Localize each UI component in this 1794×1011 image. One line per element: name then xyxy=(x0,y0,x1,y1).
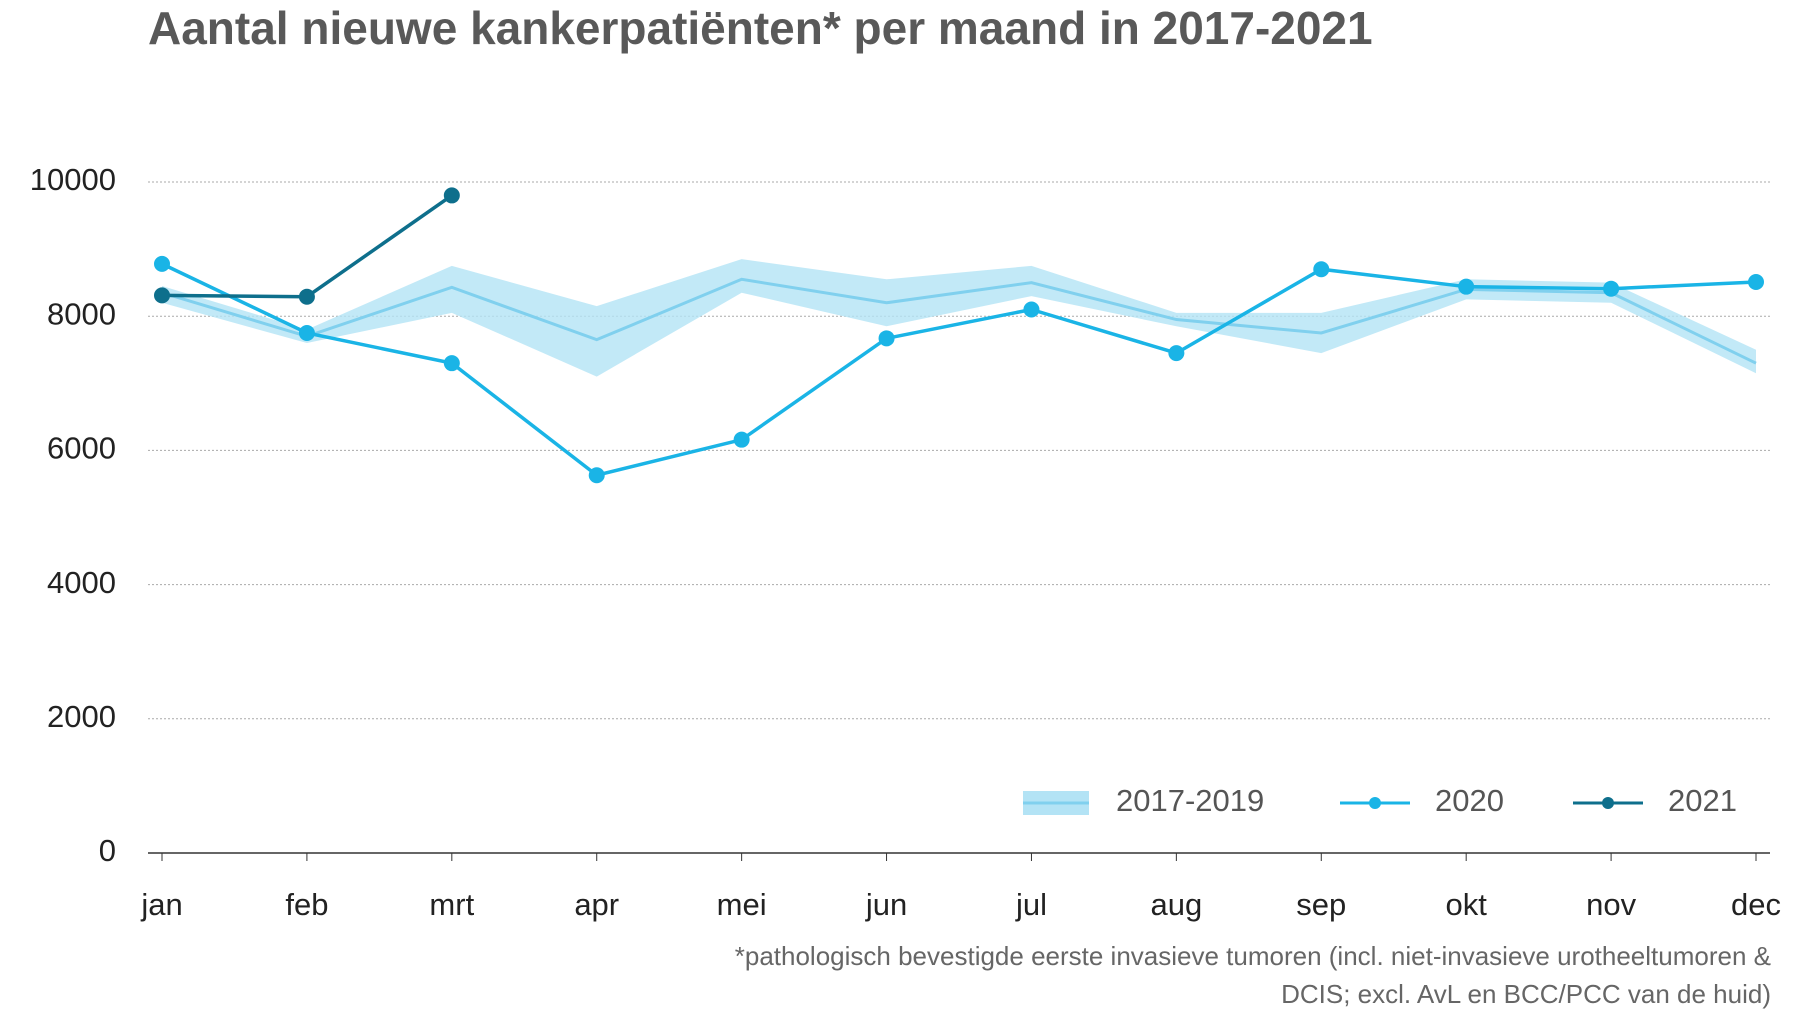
chart-title: Aantal nieuwe kankerpatiënten* per maand… xyxy=(148,2,1373,54)
data-point xyxy=(443,355,460,372)
series-line xyxy=(161,262,1757,478)
legend-swatch xyxy=(1602,797,1614,809)
y-tick-label: 10000 xyxy=(30,162,116,197)
data-point xyxy=(298,288,315,305)
x-tick-label: mei xyxy=(717,887,767,922)
y-tick-label: 2000 xyxy=(47,699,116,734)
data-point xyxy=(1313,261,1330,278)
data-point xyxy=(1023,301,1040,318)
x-tick-label: feb xyxy=(285,887,328,922)
data-point xyxy=(298,324,315,341)
x-tick-label: jul xyxy=(1015,887,1047,922)
y-tick-label: 8000 xyxy=(47,296,116,331)
data-point xyxy=(443,187,460,204)
legend-label: 2017-2019 xyxy=(1116,783,1264,818)
range-band xyxy=(162,259,1756,377)
footnote: *pathologisch bevestigde eerste invasiev… xyxy=(735,941,1771,971)
x-tick-label: nov xyxy=(1586,887,1636,922)
footnote: DCIS; excl. AvL en BCC/PCC van de huid) xyxy=(1281,979,1771,1009)
y-tick-label: 4000 xyxy=(47,565,116,600)
x-tick-label: dec xyxy=(1731,887,1781,922)
x-tick-label: jun xyxy=(865,887,907,922)
data-point xyxy=(733,431,750,448)
legend-swatch xyxy=(1369,797,1381,809)
x-tick-label: mrt xyxy=(429,887,474,922)
series-line xyxy=(161,277,1757,365)
x-tick-label: apr xyxy=(574,887,619,922)
data-point xyxy=(154,255,170,272)
x-tick-label: jan xyxy=(140,887,182,922)
x-tick-label: sep xyxy=(1296,887,1346,922)
legend-label: 2020 xyxy=(1435,783,1504,818)
data-point xyxy=(1748,273,1764,290)
data-point xyxy=(588,467,605,484)
data-point xyxy=(1603,280,1620,297)
data-point xyxy=(154,287,170,304)
x-tick-label: okt xyxy=(1446,887,1488,922)
legend-label: 2021 xyxy=(1668,783,1737,818)
y-tick-label: 0 xyxy=(99,833,116,868)
data-point xyxy=(878,330,895,347)
series-line xyxy=(161,193,453,299)
y-tick-label: 6000 xyxy=(47,431,116,466)
data-point xyxy=(1458,278,1475,295)
x-tick-label: aug xyxy=(1150,887,1202,922)
data-point xyxy=(1168,345,1185,362)
